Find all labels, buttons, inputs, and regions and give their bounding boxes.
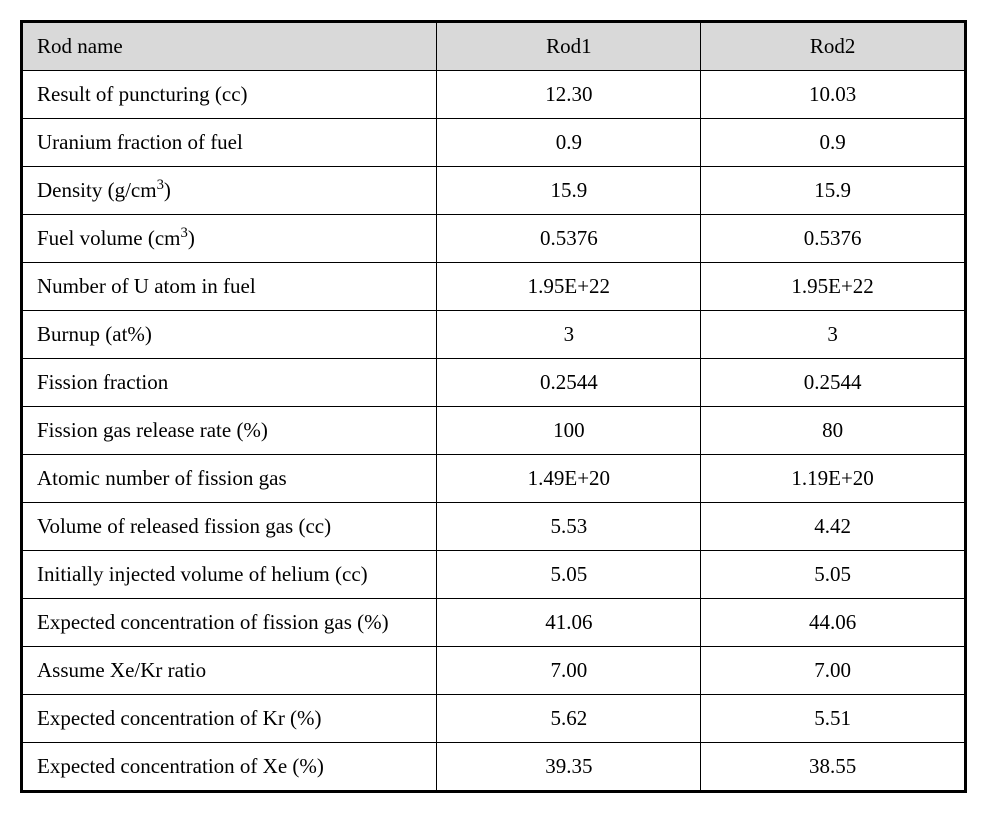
row-label: Initially injected volume of helium (cc) (23, 551, 437, 599)
row-value-rod1: 15.9 (437, 167, 701, 215)
row-value-rod1: 7.00 (437, 647, 701, 695)
table-row: Initially injected volume of helium (cc)… (23, 551, 965, 599)
row-label: Expected concentration of fission gas (%… (23, 599, 437, 647)
row-label: Expected concentration of Xe (%) (23, 743, 437, 791)
row-value-rod1: 0.2544 (437, 359, 701, 407)
row-value-rod1: 1.95E+22 (437, 263, 701, 311)
row-label: Fuel volume (cm3) (23, 215, 437, 263)
row-value-rod2: 7.00 (701, 647, 965, 695)
header-rod2: Rod2 (701, 23, 965, 71)
rod-data-table-container: Rod name Rod1 Rod2 Result of puncturing … (20, 20, 967, 793)
row-value-rod2: 5.05 (701, 551, 965, 599)
table-row: Density (g/cm3)15.915.9 (23, 167, 965, 215)
table-row: Number of U atom in fuel1.95E+221.95E+22 (23, 263, 965, 311)
rod-data-table: Rod name Rod1 Rod2 Result of puncturing … (22, 22, 965, 791)
row-value-rod2: 1.19E+20 (701, 455, 965, 503)
row-value-rod2: 38.55 (701, 743, 965, 791)
table-body: Result of puncturing (cc)12.3010.03Urani… (23, 71, 965, 791)
row-value-rod1: 0.5376 (437, 215, 701, 263)
row-value-rod1: 5.53 (437, 503, 701, 551)
row-label: Assume Xe/Kr ratio (23, 647, 437, 695)
row-label: Uranium fraction of fuel (23, 119, 437, 167)
header-rod1: Rod1 (437, 23, 701, 71)
row-value-rod2: 3 (701, 311, 965, 359)
row-value-rod2: 44.06 (701, 599, 965, 647)
table-row: Fission gas release rate (%)10080 (23, 407, 965, 455)
row-label: Atomic number of fission gas (23, 455, 437, 503)
row-value-rod1: 5.05 (437, 551, 701, 599)
row-value-rod1: 0.9 (437, 119, 701, 167)
table-row: Fuel volume (cm3)0.53760.5376 (23, 215, 965, 263)
table-header-row: Rod name Rod1 Rod2 (23, 23, 965, 71)
row-value-rod2: 4.42 (701, 503, 965, 551)
row-value-rod1: 39.35 (437, 743, 701, 791)
table-row: Expected concentration of Xe (%)39.3538.… (23, 743, 965, 791)
row-value-rod2: 80 (701, 407, 965, 455)
row-value-rod2: 1.95E+22 (701, 263, 965, 311)
row-value-rod1: 41.06 (437, 599, 701, 647)
table-row: Volume of released fission gas (cc)5.534… (23, 503, 965, 551)
row-label: Fission fraction (23, 359, 437, 407)
table-row: Expected concentration of Kr (%)5.625.51 (23, 695, 965, 743)
row-value-rod2: 5.51 (701, 695, 965, 743)
row-value-rod1: 100 (437, 407, 701, 455)
table-row: Expected concentration of fission gas (%… (23, 599, 965, 647)
row-label: Density (g/cm3) (23, 167, 437, 215)
row-label: Burnup (at%) (23, 311, 437, 359)
row-value-rod2: 0.2544 (701, 359, 965, 407)
row-label: Number of U atom in fuel (23, 263, 437, 311)
row-value-rod2: 0.5376 (701, 215, 965, 263)
row-value-rod1: 1.49E+20 (437, 455, 701, 503)
row-label: Expected concentration of Kr (%) (23, 695, 437, 743)
row-label: Volume of released fission gas (cc) (23, 503, 437, 551)
header-rod-name: Rod name (23, 23, 437, 71)
row-value-rod1: 5.62 (437, 695, 701, 743)
row-value-rod2: 10.03 (701, 71, 965, 119)
table-row: Uranium fraction of fuel0.90.9 (23, 119, 965, 167)
table-row: Assume Xe/Kr ratio7.007.00 (23, 647, 965, 695)
row-value-rod1: 3 (437, 311, 701, 359)
row-label: Result of puncturing (cc) (23, 71, 437, 119)
row-value-rod2: 0.9 (701, 119, 965, 167)
row-label: Fission gas release rate (%) (23, 407, 437, 455)
table-row: Result of puncturing (cc)12.3010.03 (23, 71, 965, 119)
table-row: Fission fraction0.25440.2544 (23, 359, 965, 407)
table-row: Burnup (at%)33 (23, 311, 965, 359)
row-value-rod1: 12.30 (437, 71, 701, 119)
row-value-rod2: 15.9 (701, 167, 965, 215)
table-row: Atomic number of fission gas1.49E+201.19… (23, 455, 965, 503)
